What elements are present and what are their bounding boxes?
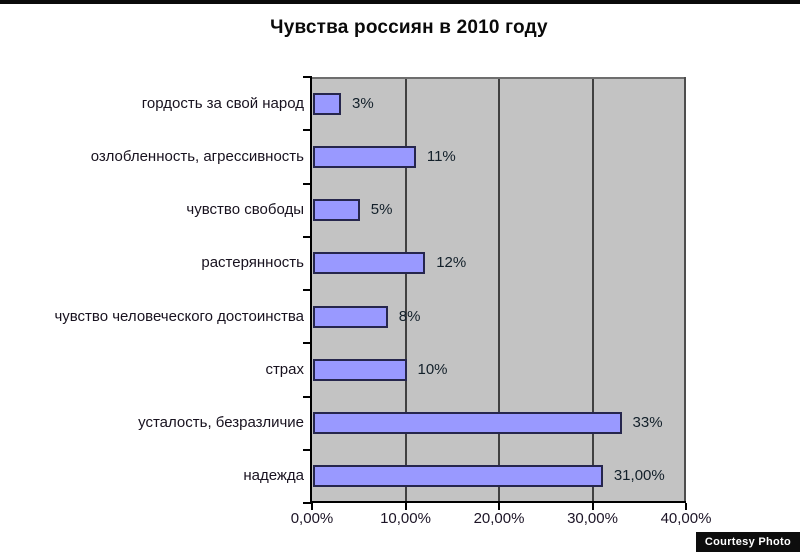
y-axis-tick: [303, 502, 311, 504]
category-label: гордость за свой народ: [141, 94, 304, 112]
plot-border-top: [312, 77, 686, 79]
y-axis-tick: [303, 448, 311, 451]
x-axis-tick-label: 20,00%: [473, 510, 525, 527]
category-label: усталость, безразличие: [138, 414, 304, 432]
value-label: 12%: [436, 254, 467, 272]
value-label: 10%: [417, 360, 448, 378]
category-label: чувство свободы: [186, 201, 304, 219]
x-axis-tick: [404, 503, 407, 510]
x-axis-tick-label: 30,00%: [567, 510, 618, 527]
y-axis-tick: [303, 235, 311, 238]
bar: [313, 412, 622, 435]
x-axis-tick-label: 0,00%: [290, 510, 334, 527]
y-axis-tick: [303, 182, 311, 185]
top-border-strip: [0, 0, 800, 4]
value-label: 8%: [398, 307, 421, 325]
category-label: озлобленность, агрессивность: [90, 147, 304, 165]
bar: [313, 465, 603, 488]
x-axis-tick-label: 10,00%: [380, 510, 431, 527]
x-axis-tick: [311, 503, 313, 510]
value-label: 31,00%: [613, 467, 665, 485]
value-label: 33%: [632, 414, 663, 432]
x-axis-tick: [498, 503, 500, 510]
value-label: 11%: [426, 147, 456, 165]
x-axis-tick: [591, 503, 594, 510]
y-axis-tick: [303, 129, 311, 132]
y-axis-tick: [303, 289, 311, 291]
category-label: чувство человеческого достоинства: [54, 307, 304, 325]
plot-border-right: [684, 77, 686, 503]
watermark-courtesy-photo: Courtesy Photo: [695, 532, 800, 552]
value-label: 5%: [370, 201, 393, 219]
bar: [313, 145, 416, 168]
bar: [313, 252, 426, 275]
gridline: [498, 79, 500, 501]
bar: [313, 92, 342, 115]
bar: [313, 305, 388, 328]
chart-title: Чувства россиян в 2010 году: [270, 17, 548, 38]
y-axis-tick: [303, 76, 311, 78]
category-label: страх: [265, 360, 304, 378]
y-axis-tick: [303, 395, 311, 398]
category-label: растерянность: [201, 254, 304, 272]
y-axis-tick: [303, 342, 311, 345]
y-axis-line: [310, 76, 312, 504]
value-label: 3%: [352, 94, 374, 112]
bar: [313, 199, 360, 222]
gridline: [591, 79, 594, 501]
x-axis-tick-label: 40,00%: [660, 510, 712, 527]
x-axis-tick: [685, 503, 687, 510]
category-label: надежда: [243, 467, 304, 485]
bar: [313, 358, 407, 381]
x-axis-line: [310, 501, 686, 503]
gridline: [404, 79, 407, 501]
